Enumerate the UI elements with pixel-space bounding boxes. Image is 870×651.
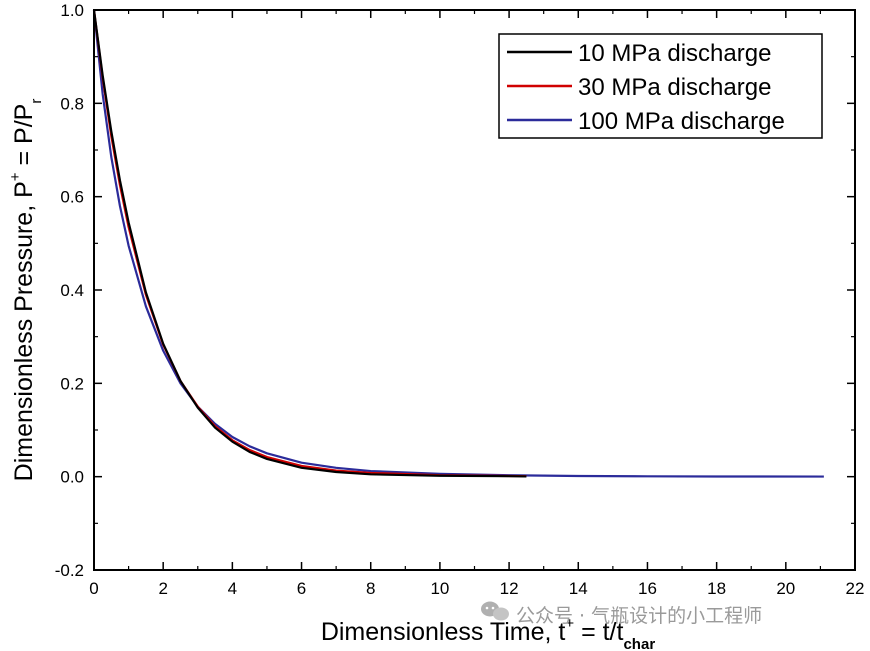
x-tick-label-0: 0	[89, 579, 98, 598]
watermark: 公众号 · 气瓶设计的小工程师	[481, 601, 762, 627]
x-axis-title-sub: char	[623, 636, 655, 651]
y-tick-label-0: -0.2	[55, 561, 84, 580]
wechat-icon	[481, 601, 509, 621]
y-tick-label-5: 0.8	[60, 94, 84, 113]
x-axis-title-sup: +	[565, 615, 574, 632]
legend-label-100mpa: 100 MPa discharge	[578, 108, 785, 135]
x-tick-label-2: 4	[228, 579, 237, 598]
series-line-0	[92, 9, 527, 478]
series-line-1	[92, 9, 527, 478]
x-tick-label-6: 12	[500, 579, 519, 598]
x-tick-label-7: 14	[569, 579, 588, 598]
x-tick-label-11: 22	[846, 579, 865, 598]
y-tick-label-3: 0.4	[60, 281, 84, 300]
x-tick-label-4: 8	[366, 579, 375, 598]
tick-labels-layer: 0 2 4 6 8 10 12 14 16 18 20 22 -0.2 0.0 0.2 0.4 0.6 0.8 1.…	[55, 1, 865, 598]
y-tick-label-2: 0.2	[60, 374, 84, 393]
y-axis-title-main: Dimensionless Pressure, P	[10, 181, 38, 481]
x-tick-label-8: 16	[638, 579, 657, 598]
y-tick-label-1: 0.0	[60, 468, 84, 487]
y-axis-title-sup: +	[7, 172, 24, 181]
x-tick-label-5: 10	[430, 579, 449, 598]
legend-label-10mpa: 10 MPa discharge	[578, 40, 771, 67]
x-axis-title-main: Dimensionless Time, t	[321, 618, 566, 646]
x-tick-label-3: 6	[297, 579, 306, 598]
series-line-2	[92, 9, 824, 478]
legend: 10 MPa discharge 30 MPa discharge 100 MP…	[498, 33, 823, 139]
y-tick-label-6: 1.0	[60, 1, 84, 20]
watermark-text: 公众号 · 气瓶设计的小工程师	[516, 605, 762, 627]
ticks-layer	[93, 9, 856, 571]
y-tick-label-4: 0.6	[60, 188, 84, 207]
legend-label-30mpa: 30 MPa discharge	[578, 74, 771, 101]
x-tick-label-1: 2	[158, 579, 167, 598]
x-axis-title-mid: = t/t	[574, 618, 623, 646]
y-axis-title-sub: r	[28, 99, 45, 104]
x-tick-label-10: 20	[776, 579, 795, 598]
series-layer	[92, 9, 824, 478]
y-axis-title: Dimensionless Pressure, P+ = P/Pr	[7, 99, 45, 482]
y-axis-title-mid: = P/P	[10, 104, 38, 173]
x-tick-label-9: 18	[707, 579, 726, 598]
x-axis-title: Dimensionless Time, t+ = t/tchar	[321, 615, 655, 651]
